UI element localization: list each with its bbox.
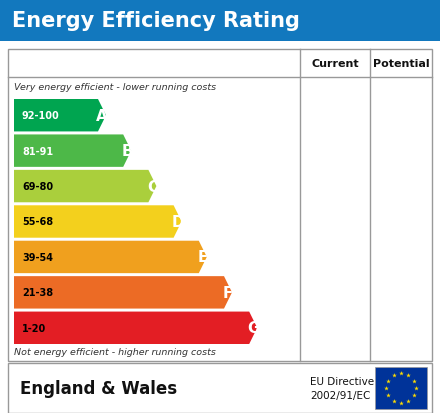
Text: F: F	[223, 285, 233, 300]
Text: 39-54: 39-54	[22, 252, 53, 262]
Text: England & Wales: England & Wales	[20, 379, 177, 397]
Bar	[8, 50, 432, 361]
Polygon shape	[14, 135, 131, 167]
Polygon shape	[14, 206, 182, 238]
Text: E: E	[198, 250, 208, 265]
Text: C: C	[147, 179, 158, 194]
Text: 1-20: 1-20	[22, 323, 46, 333]
Text: A: A	[96, 109, 108, 123]
Text: B: B	[121, 144, 133, 159]
Text: 92-100: 92-100	[22, 111, 60, 121]
Text: D: D	[171, 214, 184, 230]
Text: Energy Efficiency Rating: Energy Efficiency Rating	[12, 11, 300, 31]
Text: Potential: Potential	[373, 59, 429, 69]
Text: 2002/91/EC: 2002/91/EC	[310, 390, 370, 400]
Bar	[0, 0, 440, 42]
Text: Not energy efficient - higher running costs: Not energy efficient - higher running co…	[14, 347, 216, 356]
Text: 21-38: 21-38	[22, 288, 53, 298]
Polygon shape	[14, 276, 232, 309]
Bar	[375, 367, 427, 409]
Text: 69-80: 69-80	[22, 182, 53, 192]
Polygon shape	[14, 171, 156, 203]
Text: EU Directive: EU Directive	[310, 376, 374, 386]
Polygon shape	[14, 241, 207, 273]
Text: 55-68: 55-68	[22, 217, 53, 227]
Polygon shape	[14, 312, 257, 344]
Text: 81-91: 81-91	[22, 146, 53, 156]
Text: Very energy efficient - lower running costs: Very energy efficient - lower running co…	[14, 83, 216, 92]
Text: G: G	[247, 320, 260, 335]
Bar	[8, 363, 432, 413]
Polygon shape	[14, 100, 106, 132]
Text: Current: Current	[311, 59, 359, 69]
